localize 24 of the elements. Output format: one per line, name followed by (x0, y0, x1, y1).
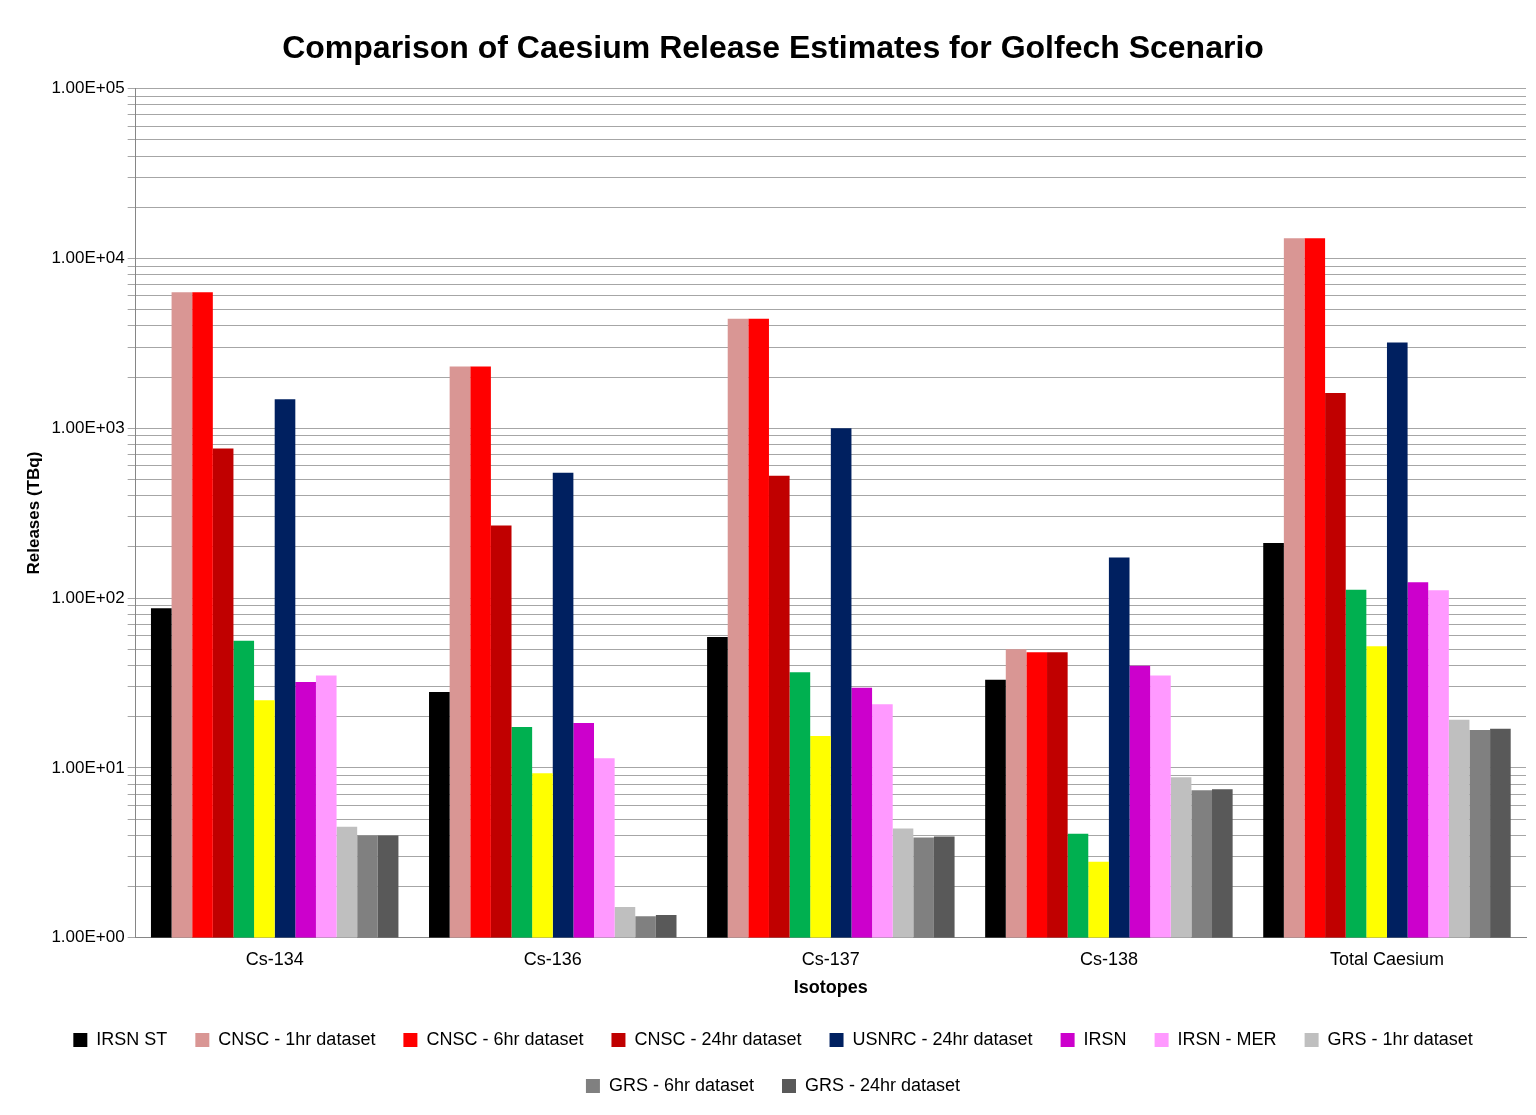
legend-label: IRSN (1083, 1028, 1127, 1049)
x-tick-label: Cs-138 (1079, 948, 1138, 969)
y-tick-label: 1.00E+00 (51, 927, 125, 947)
legend-label: GRS - 1hr dataset (1327, 1028, 1473, 1049)
legend-label: IRSN - MER (1177, 1028, 1277, 1049)
x-axis-title: Isotopes (793, 977, 868, 998)
y-tick-label: 1.00E+04 (51, 247, 125, 267)
y-axis-title: Releases (TBq) (23, 451, 43, 575)
legend-label: USNRC - 24hr dataset (852, 1028, 1033, 1049)
x-tick-label: Cs-136 (523, 948, 582, 969)
x-tick-label: Total Caesium (1329, 948, 1444, 969)
legend-label: CNSC - 6hr dataset (426, 1028, 584, 1049)
x-tick-label: Cs-134 (245, 948, 304, 969)
chart-title: Comparison of Caesium Release Estimates for Golfech Scenario (282, 29, 1264, 66)
y-tick-label: 1.00E+02 (51, 587, 125, 607)
y-tick-label: 1.00E+01 (51, 757, 125, 777)
y-tick-label: 1.00E+03 (51, 417, 125, 437)
legend-label: CNSC - 1hr dataset (218, 1028, 376, 1049)
legend-label: IRSN ST (96, 1028, 168, 1049)
y-tick-label: 1.00E+05 (51, 78, 125, 98)
legend-label: GRS - 6hr dataset (608, 1074, 755, 1095)
x-tick-label: Cs-137 (801, 948, 860, 969)
legend-label: GRS - 24hr dataset (804, 1074, 961, 1095)
legend-label: CNSC - 24hr dataset (634, 1028, 802, 1049)
